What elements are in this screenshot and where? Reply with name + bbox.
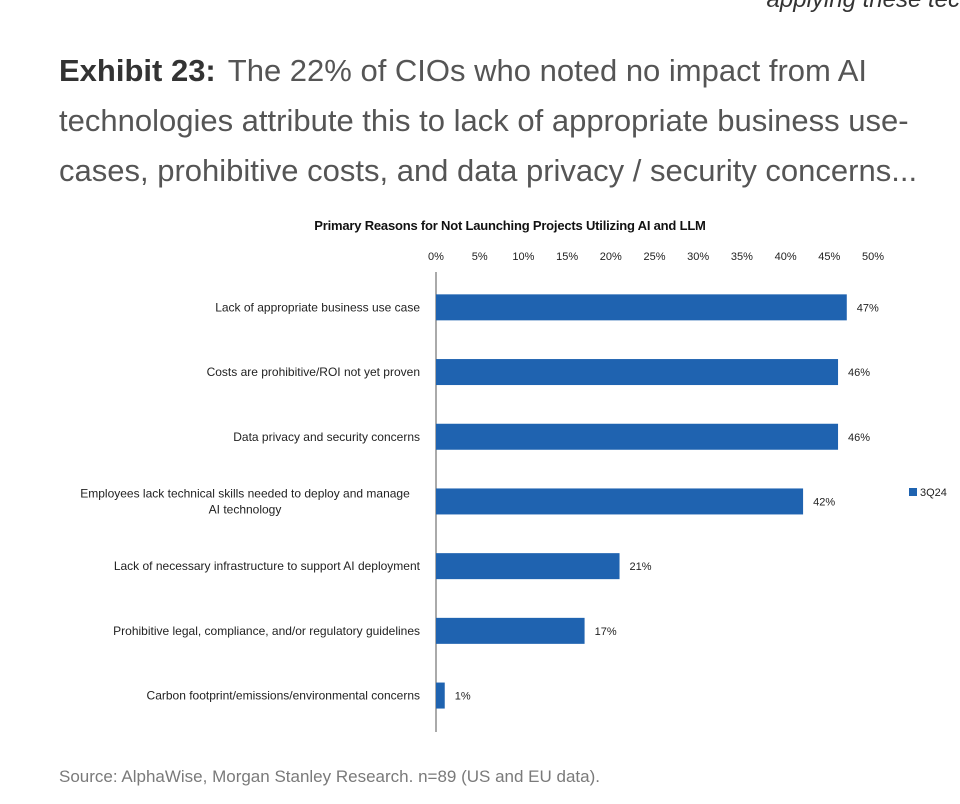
data-label: 42% <box>813 496 835 508</box>
category-label: Data privacy and security concerns <box>233 430 420 444</box>
x-tick-label: 10% <box>512 251 534 263</box>
category-label: Lack of appropriate business use case <box>215 300 420 314</box>
legend-swatch <box>909 488 917 496</box>
top-snippet-text: applying these tec <box>767 0 960 14</box>
bar-chart: 0% 5% 10% 15% 20% 25% 30% 35% 40% 45% 50% 47% Lack o… <box>80 251 947 732</box>
category-label: Prohibitive legal, compliance, and/or re… <box>113 624 420 638</box>
data-label: 1% <box>455 691 471 703</box>
x-tick-label: 30% <box>687 251 709 263</box>
chart-title: Primary Reasons for Not Launching Projec… <box>314 218 706 233</box>
x-tick-label: 50% <box>862 251 884 263</box>
source-note: Source: AlphaWise, Morgan Stanley Resear… <box>59 767 600 786</box>
bar <box>436 682 445 709</box>
category-label: Costs are prohibitive/ROI not yet proven <box>207 365 420 379</box>
data-label: 46% <box>848 367 870 379</box>
x-tick-label: 45% <box>818 251 840 263</box>
x-tick-label: 15% <box>556 251 578 263</box>
data-label: 21% <box>630 561 652 573</box>
bar <box>436 294 847 321</box>
exhibit-label: Exhibit 23: <box>59 53 216 88</box>
data-label: 47% <box>857 302 879 314</box>
bar <box>436 488 804 515</box>
exhibit-title: The 22% of CIOs who noted no impact from… <box>59 53 918 188</box>
x-tick-label: 25% <box>643 251 665 263</box>
category-label: Carbon footprint/emissions/environmental… <box>147 689 420 703</box>
category-label-line: AI technology <box>209 502 282 516</box>
category-label-line: Employees lack technical skills needed t… <box>80 486 410 500</box>
bar <box>436 423 839 450</box>
x-tick-label: 20% <box>600 251 622 263</box>
bar <box>436 617 585 644</box>
x-tick-label: 5% <box>472 251 488 263</box>
exhibit-heading: Exhibit 23: The 22% of CIOs who noted no … <box>59 46 949 196</box>
x-tick-label: 0% <box>428 251 444 263</box>
data-label: 17% <box>595 626 617 638</box>
x-tick-label: 35% <box>731 251 753 263</box>
category-label: Employees lack technical skills needed t… <box>80 486 410 516</box>
legend-label: 3Q24 <box>920 487 947 499</box>
category-label: Lack of necessary infrastructure to supp… <box>114 559 421 573</box>
x-tick-label: 40% <box>775 251 797 263</box>
bar <box>436 359 839 386</box>
data-label: 46% <box>848 432 870 444</box>
bar <box>436 553 620 580</box>
